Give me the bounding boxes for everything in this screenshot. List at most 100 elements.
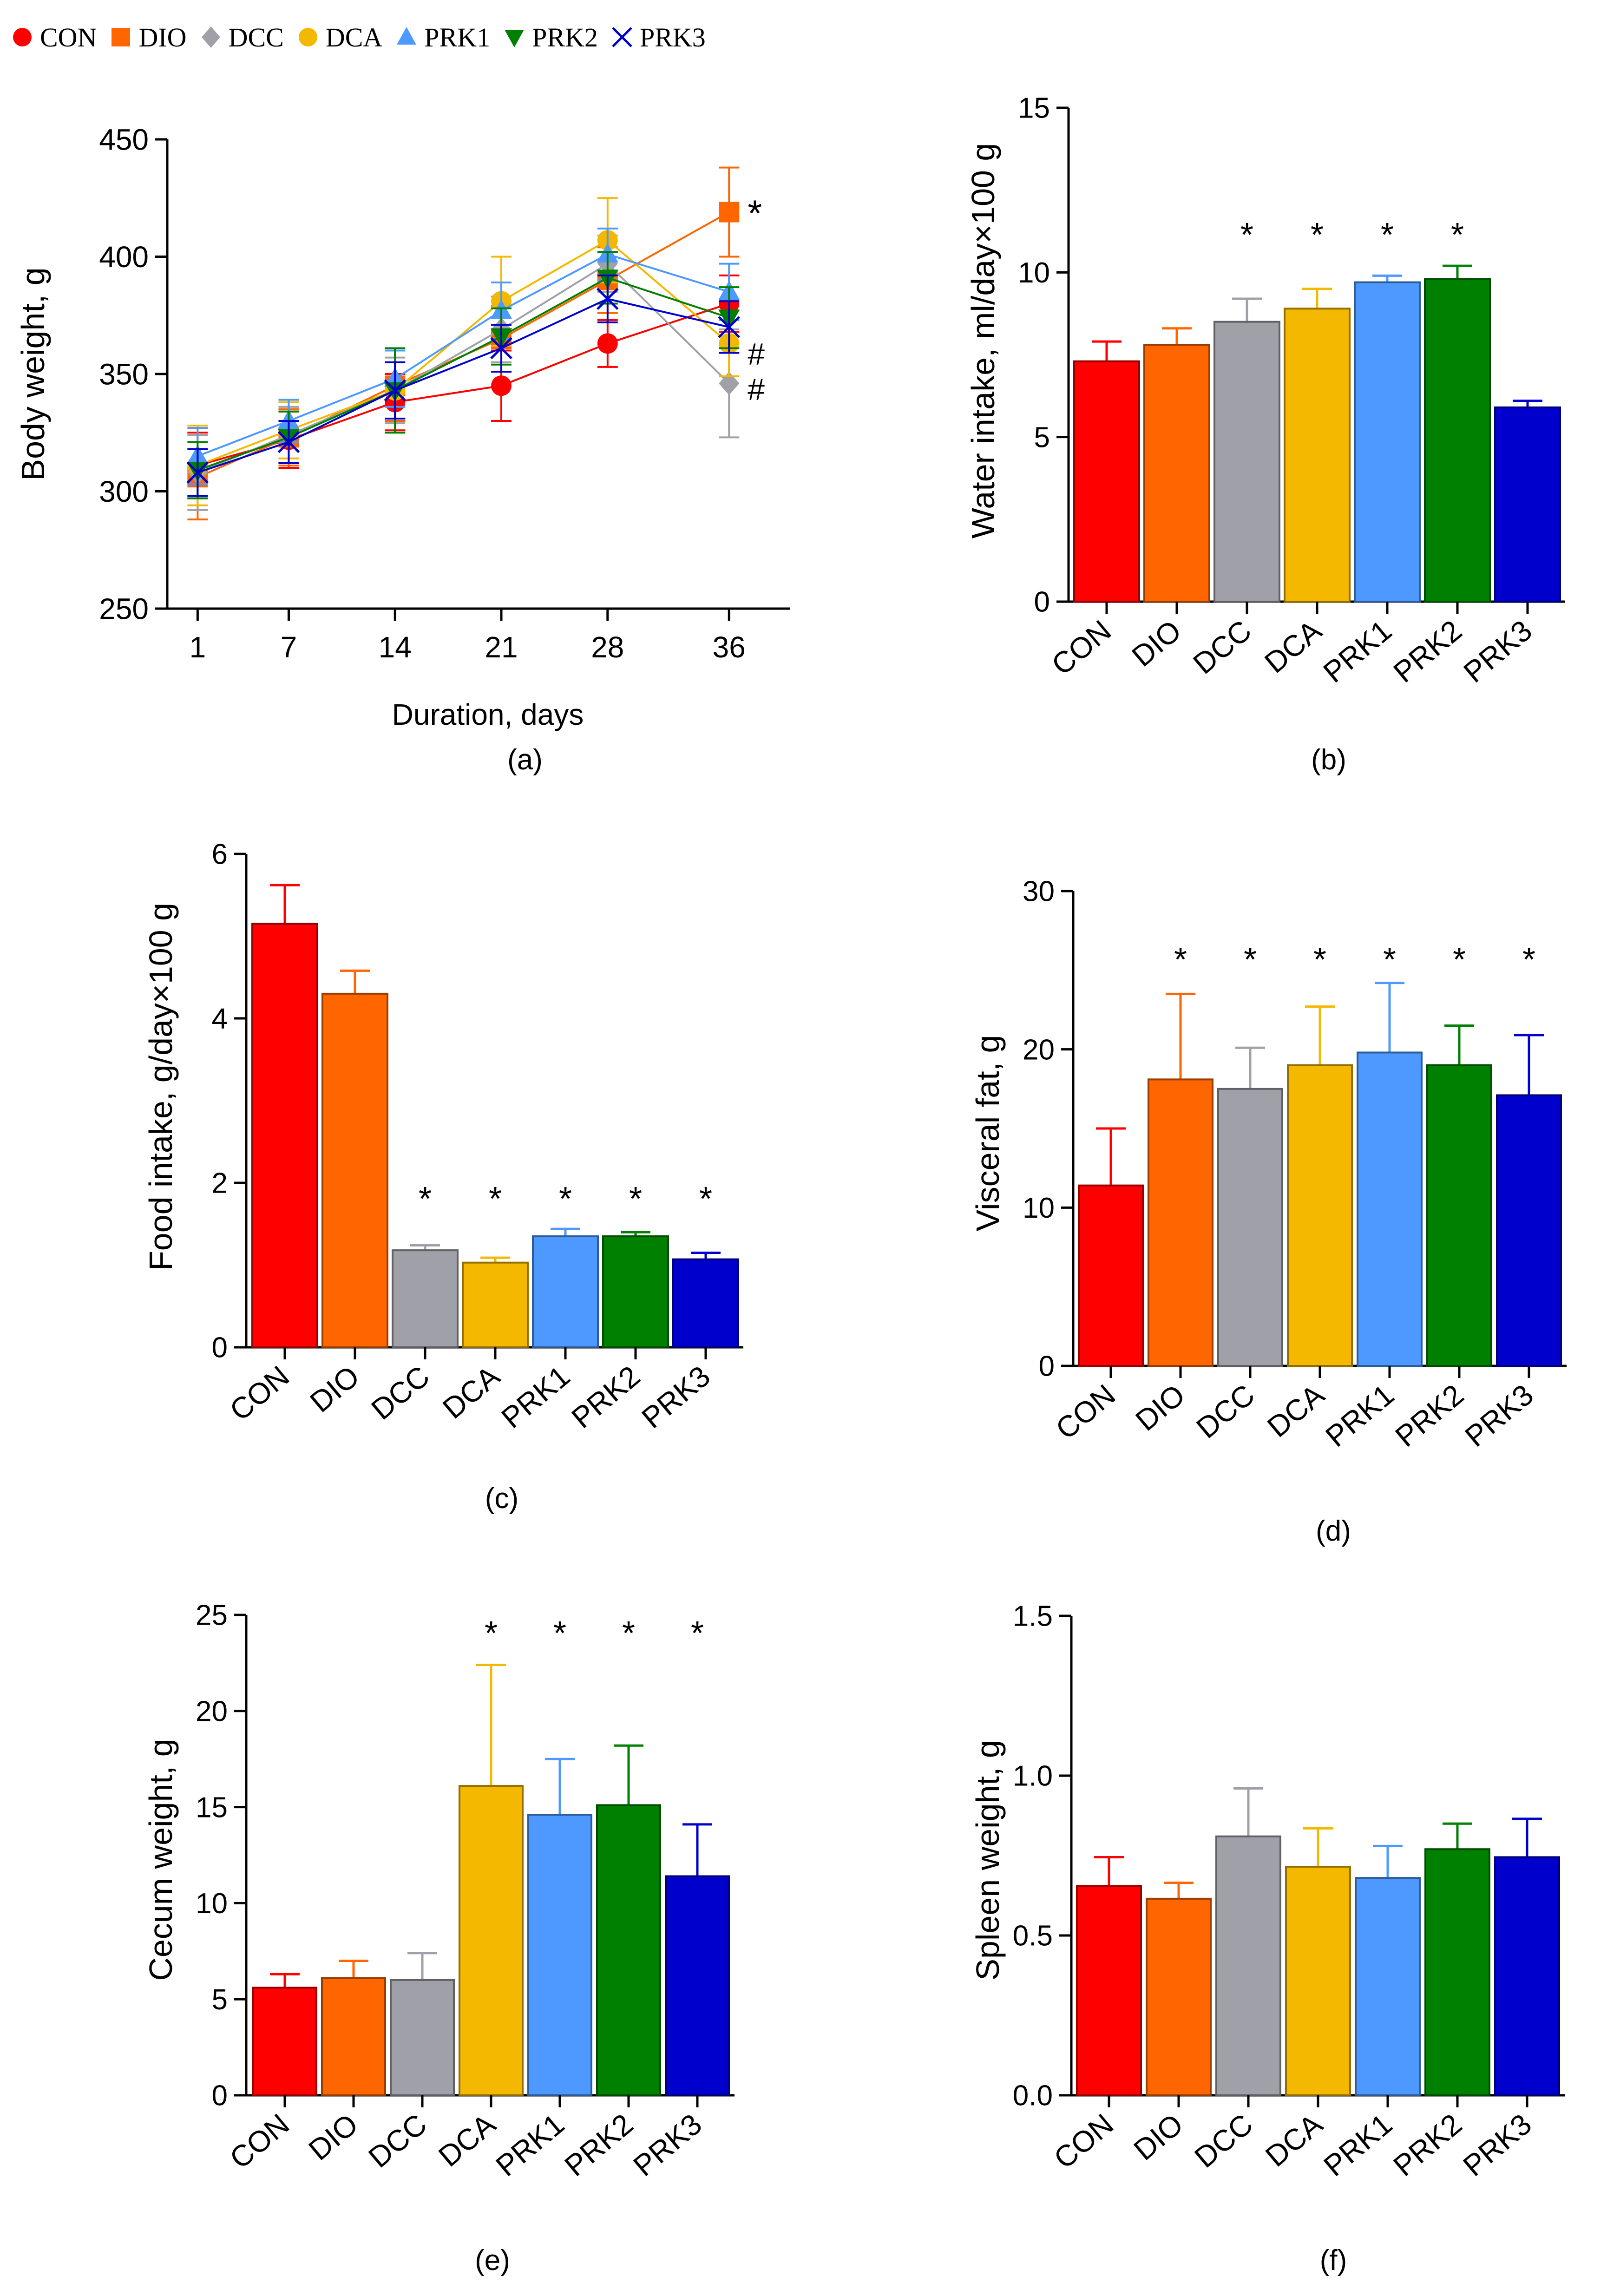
bar-dio [1148, 1078, 1213, 1367]
y-tick-label: 400 [99, 240, 149, 274]
legend-item-dca: DCA [295, 22, 382, 53]
x-axis-title: Duration, days [392, 698, 584, 731]
legend-item-prk3: PRK3 [609, 22, 706, 53]
legend-marker-dcc [201, 26, 220, 48]
bar-prk3 [672, 1258, 739, 1348]
y-tick-label: 10 [1023, 1192, 1055, 1224]
y-tick-label: 2 [212, 1168, 228, 1200]
significance-marker-dca: * [489, 1181, 502, 1218]
y-tick-label: 5 [212, 1984, 228, 2016]
y-tick-label: 30 [1023, 876, 1055, 908]
y-tick-label: 25 [196, 1600, 228, 1632]
error-bar-prk3 [1512, 1817, 1542, 1857]
series-line-prk2 [197, 276, 729, 471]
x-tick-label-con: CON [223, 1359, 295, 1428]
legend-symbol-dcc [201, 26, 220, 48]
x-tick-label-prk3: PRK3 [1457, 2107, 1538, 2183]
bar-con [1073, 360, 1140, 603]
significance-marker-prk2: * [629, 1181, 642, 1218]
significance-marker-dcc: * [1240, 216, 1253, 254]
panel-label-f: (f) [1319, 2244, 1347, 2276]
y-tick-label: 10 [1018, 257, 1050, 289]
bar-prk2 [1424, 278, 1491, 603]
error-bar-prk3 [691, 1251, 721, 1260]
data-point-con [491, 375, 512, 396]
error-bar-dcc [407, 1952, 437, 1980]
bar-con [1078, 1184, 1144, 1367]
x-tick-label-prk1: PRK1 [1318, 2107, 1398, 2183]
x-tick-label-prk1: PRK1 [495, 1359, 576, 1435]
legend-marker-con [13, 28, 32, 46]
x-tick-label-dcc: DCC [1190, 1378, 1261, 1445]
legend-marker-prk2 [505, 30, 525, 47]
data-point-prk3 [490, 337, 512, 360]
x-tick-label-dcc: DCC [362, 2107, 433, 2174]
x-tick-label-prk3: PRK3 [1457, 614, 1538, 689]
x-tick-label-con: CON [1048, 2107, 1120, 2176]
x-tick-label-dio: DIO [1129, 1378, 1191, 1437]
y-axis-title: Cecum weight, g [143, 1738, 179, 1981]
bar-prk1 [527, 1814, 592, 2096]
error-bar-con [270, 1973, 300, 1988]
error-bar-prk1 [1373, 1844, 1403, 1878]
panel-b-water-intake: 0 5 10 15 CON DIO DCC * DCA * PRK1 * PRK2 * PRK3 Water … [804, 74, 1607, 785]
panel-f-spleen-weight: 0.0 0.5 1.0 1.5 CON DIO DCC DCA PRK1 PRK2 PRK3 Sple… [804, 1570, 1607, 2296]
x-tick-label-dca: DCA [1261, 1378, 1331, 1443]
bar-prk1 [1355, 1877, 1421, 2096]
panel-e-cecum-weight: 0 5 10 15 20 25 CON DIO DCC DCA * PRK1 * PRK2 * PRK3 * Ce… [0, 1570, 804, 2296]
error-bar-prk3 [682, 1823, 712, 1876]
error-bar-prk3 [1514, 1034, 1544, 1096]
bar-prk3 [665, 1875, 730, 2096]
bar-prk3 [1494, 406, 1561, 603]
x-tick-label-prk2: PRK2 [558, 2107, 639, 2183]
significance-marker-prk2: * [1453, 941, 1466, 978]
y-tick-label: 15 [1018, 92, 1050, 125]
legend-label-dcc: DCC [228, 22, 284, 52]
y-tick-label: 0.0 [1013, 2080, 1053, 2112]
x-tick-label-con: CON [1045, 614, 1117, 682]
y-tick-label: 6 [212, 839, 228, 871]
bar-dio [1143, 344, 1210, 603]
x-tick-label-prk2: PRK2 [565, 1359, 646, 1435]
series-line-dio [197, 211, 730, 479]
significance-marker-prk1: * [559, 1181, 572, 1218]
error-bar-prk1 [545, 1758, 575, 1815]
bar-prk1 [532, 1235, 599, 1348]
chart-a: 250 300 350 400 450 1 7 14 21 28 36 Duration, days B… [15, 123, 790, 731]
y-tick-label: 10 [196, 1888, 228, 1920]
error-bar-prk3 [1513, 400, 1542, 407]
y-axis-title: Visceral fat, g [970, 1035, 1006, 1232]
y-tick-label: 0 [212, 2080, 228, 2112]
error-bar-dca [1302, 288, 1332, 309]
y-tick-label: 0 [1034, 586, 1050, 618]
panel-label-d: (d) [1316, 1515, 1351, 1547]
y-tick-label: 20 [196, 1696, 228, 1728]
x-tick-label-dio: DIO [1128, 2107, 1189, 2167]
panel-label-e: (e) [475, 2244, 510, 2276]
error-bar-prk2 [1444, 1024, 1474, 1065]
x-tick-label-prk1: PRK1 [1317, 614, 1398, 689]
panel-d-visceral-fat: 0 10 20 30 CON DIO * DCC * DCA * PRK1 * PRK2 * PRK3 * Vis… [804, 818, 1607, 1556]
bar-prk2 [596, 1804, 661, 2096]
significance-marker-prk1: * [1381, 216, 1394, 254]
x-tick-label-prk1: PRK1 [1319, 1378, 1400, 1454]
x-tick-label-prk3: PRK3 [1459, 1378, 1540, 1454]
bar-dcc [1213, 321, 1280, 603]
error-bar-prk1 [1372, 274, 1402, 282]
legend-marker-prk1 [397, 27, 417, 45]
x-tick-label-prk2: PRK2 [1389, 1378, 1470, 1454]
x-tick-label-prk2: PRK2 [1387, 2107, 1468, 2183]
legend-symbol-prk1 [397, 27, 417, 45]
x-tick-label-dcc: DCC [365, 1359, 436, 1426]
significance-marker-dca: * [485, 1615, 498, 1652]
significance-marker-prk1: * [1383, 941, 1396, 978]
error-bar-dio [1164, 1881, 1194, 1899]
legend-label-prk1: PRK1 [424, 22, 491, 52]
legend-marker-prk3 [612, 27, 632, 47]
y-tick-label: 450 [99, 123, 149, 156]
data-point-prk3 [277, 431, 300, 453]
error-bar-dio [1162, 327, 1192, 345]
error-bar-dca [1303, 1827, 1333, 1867]
bar-con [252, 1987, 317, 2096]
